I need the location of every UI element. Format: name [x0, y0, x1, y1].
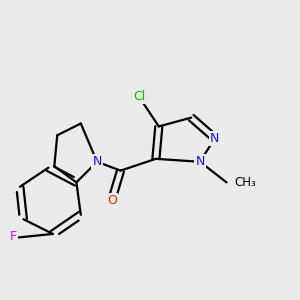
- Text: CH₃: CH₃: [234, 176, 256, 189]
- Text: N: N: [195, 155, 205, 168]
- Text: F: F: [10, 230, 16, 243]
- Text: N: N: [210, 132, 220, 145]
- Text: N: N: [92, 155, 102, 168]
- Text: Cl: Cl: [134, 91, 146, 103]
- Text: O: O: [107, 194, 117, 207]
